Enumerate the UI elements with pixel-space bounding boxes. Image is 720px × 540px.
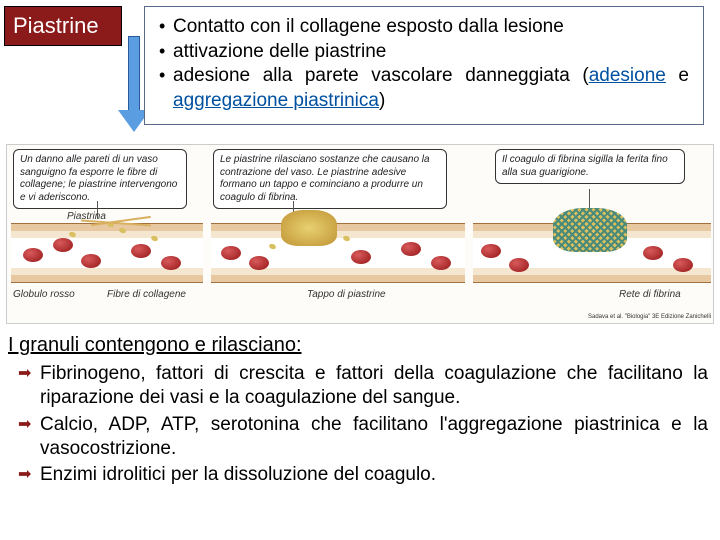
list-item: ➡ Enzimi idrolitici per la dissoluzione …: [18, 463, 708, 487]
aggregazione-link[interactable]: aggregazione piastrinica: [173, 90, 379, 111]
vessel-diagram: Un danno alle pareti di un vaso sanguign…: [6, 144, 714, 324]
vessel-graphic: [211, 223, 465, 283]
panel-caption: Il coagulo di fibrina sigilla la ferita …: [495, 149, 685, 184]
list-text: Calcio, ADP, ATP, serotonina che facilit…: [40, 413, 708, 462]
label-rete: Rete di fibrina: [619, 289, 681, 300]
bullet-text: Contatto con il collagene esposto dalla …: [173, 15, 689, 40]
list-text: Fibrinogeno, fattori di crescita e fatto…: [40, 362, 708, 411]
arrow-right-icon: ➡: [18, 362, 40, 384]
diagram-panel-2: Le piastrine rilasciano sostanze che cau…: [207, 145, 469, 323]
panel-caption: Le piastrine rilasciano sostanze che cau…: [213, 149, 447, 209]
diagram-panel-3: Il coagulo di fibrina sigilla la ferita …: [469, 145, 715, 323]
text: ): [379, 90, 385, 111]
title-badge: Piastrine: [4, 6, 122, 46]
granules-list: ➡ Fibrinogeno, fattori di crescita e fat…: [18, 362, 708, 490]
bullet-text: adesione alla parete vascolare danneggia…: [173, 64, 689, 113]
bullet-item: • attivazione delle piastrine: [159, 40, 689, 65]
diagram-panel-1: Un danno alle pareti di un vaso sanguign…: [7, 145, 207, 323]
adesione-link[interactable]: adesione: [589, 65, 666, 86]
intro-box: • Contatto con il collagene esposto dall…: [144, 6, 704, 125]
label-piastrina: Piastrina: [67, 211, 106, 222]
text: adesione alla parete vascolare danneggia…: [173, 65, 589, 86]
list-text: Enzimi idrolitici per la dissoluzione de…: [40, 463, 708, 487]
list-item: ➡ Calcio, ADP, ATP, serotonina che facil…: [18, 413, 708, 462]
arrow-right-icon: ➡: [18, 463, 40, 485]
vessel-graphic: [11, 223, 203, 283]
bullet-item: • Contatto con il collagene esposto dall…: [159, 15, 689, 40]
bullet-item: • adesione alla parete vascolare dannegg…: [159, 64, 689, 113]
vessel-graphic: [473, 223, 711, 283]
attribution-text: Sadava et al. "Biologia" 3E Edizione Zan…: [588, 314, 711, 321]
panel-caption: Un danno alle pareti di un vaso sanguign…: [13, 149, 187, 209]
list-item: ➡ Fibrinogeno, fattori di crescita e fat…: [18, 362, 708, 411]
label-tappo: Tappo di piastrine: [307, 289, 386, 300]
granules-heading: I granuli contengono e rilasciano:: [8, 334, 302, 357]
bullet-text: attivazione delle piastrine: [173, 40, 689, 65]
arrow-right-icon: ➡: [18, 413, 40, 435]
label-fibre: Fibre di collagene: [107, 289, 186, 300]
label-globulo: Globulo rosso: [13, 289, 75, 300]
text: e: [666, 65, 689, 86]
